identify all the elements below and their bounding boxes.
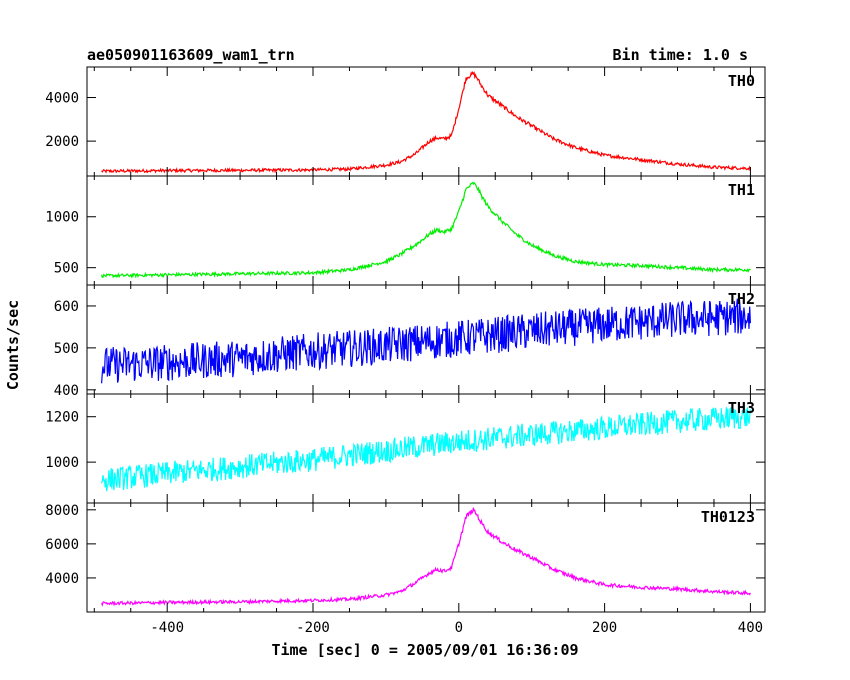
- panel-frame: [86, 175, 766, 286]
- y-tick-label: 1200: [45, 410, 79, 426]
- x-tick-label: 200: [592, 620, 617, 636]
- x-tick-label: -400: [150, 620, 184, 636]
- panel-frame: [86, 502, 766, 613]
- y-tick-label: 1000: [45, 455, 79, 471]
- y-tick-label: 4000: [45, 91, 79, 107]
- x-tick-label: 0: [455, 620, 463, 636]
- y-tick-label: 4000: [45, 571, 79, 587]
- panel-frame: [86, 66, 766, 177]
- x-axis-label: Time [sec] 0 = 2005/09/01 16:36:09: [271, 641, 578, 659]
- chart-title: ae050901163609_wam1_trn: [87, 46, 295, 64]
- panel-frame: [86, 393, 766, 504]
- panel-th3: 1000 1200 TH3: [45, 393, 766, 504]
- bin-time-label: Bin time: 1.0 s: [613, 46, 748, 64]
- panel-th0123: 4000 6000 8000 TH0123 -400 -200 0 200 400: [45, 502, 766, 636]
- x-tick-label: 400: [738, 620, 763, 636]
- y-tick-label: 500: [54, 261, 79, 277]
- series-line-th2: [101, 298, 751, 384]
- series-line-th0: [101, 70, 751, 174]
- x-tick-label: -200: [296, 620, 330, 636]
- y-tick-label: 400: [54, 383, 79, 399]
- y-tick-label: 2000: [45, 134, 79, 150]
- panel-label-th3: TH3: [728, 399, 755, 417]
- panel-th0: 2000 4000 TH0: [45, 66, 766, 177]
- y-axis-label: Counts/sec: [4, 300, 22, 390]
- panel-label-th2: TH2: [728, 290, 755, 308]
- y-tick-label: 500: [54, 341, 79, 357]
- series-line-th0123: [101, 507, 751, 607]
- y-tick-label: 1000: [45, 210, 79, 226]
- series-line-th3: [101, 406, 751, 492]
- panel-label-th0: TH0: [728, 72, 755, 90]
- panel-label-th1: TH1: [728, 181, 755, 199]
- panel-th1: 500 1000 TH1: [45, 175, 766, 286]
- panel-label-th0123: TH0123: [701, 508, 755, 526]
- y-tick-label: 8000: [45, 503, 79, 519]
- y-tick-label: 6000: [45, 537, 79, 553]
- y-tick-label: 600: [54, 299, 79, 315]
- panel-th2: 400 500 600 TH2: [54, 284, 766, 399]
- series-line-th1: [101, 181, 751, 279]
